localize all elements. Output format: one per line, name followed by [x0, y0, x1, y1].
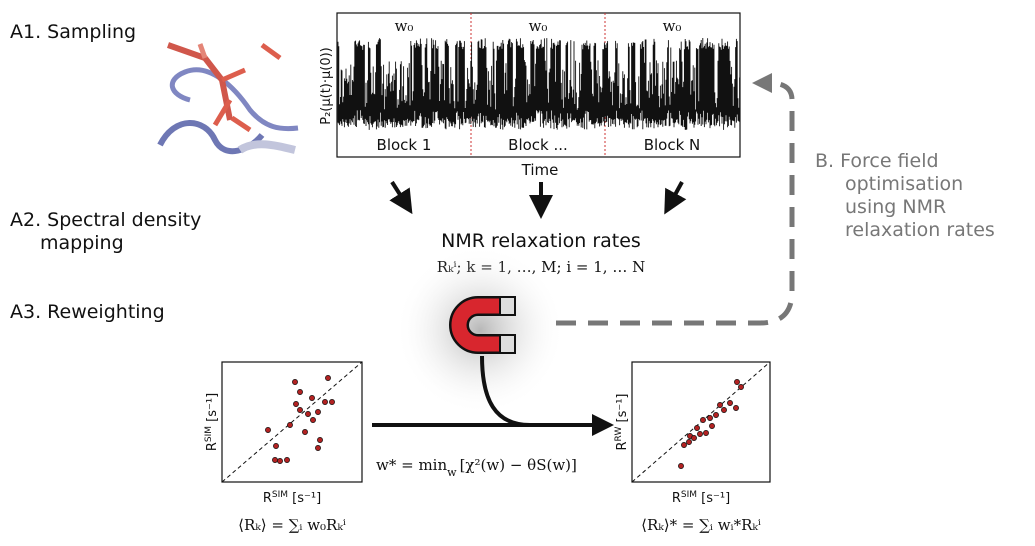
scatter-dot [315, 445, 321, 451]
scatter-dot [317, 437, 323, 443]
label-unit: [s⁻¹] [288, 491, 321, 506]
block-weight: w₀ [663, 17, 682, 35]
panel-label: A3. Reweighting [10, 301, 165, 323]
feedback-arrowhead [752, 73, 772, 93]
block-label: Block N [644, 136, 701, 154]
flow-arrows [389, 180, 687, 219]
scatter-dot [727, 400, 733, 406]
scatter-dot [329, 399, 335, 405]
y-axis-label: P₂(μ(t)·μ(0)) [319, 47, 334, 125]
average-formula: ⟨Rₖ⟩* = ∑ᵢ wᵢ*Rₖⁱ [641, 516, 761, 534]
scatter-dot [287, 422, 293, 428]
formula-sub: w [447, 466, 457, 479]
scatter-dot [700, 417, 706, 423]
scatter-dot [305, 411, 311, 417]
x-axis-label: RSIM [s⁻¹] [672, 490, 730, 506]
block-label: Block 1 [377, 136, 432, 154]
scatter-dot [293, 401, 299, 407]
label-sup: SIM [272, 490, 288, 500]
panel-label: mapping [40, 232, 124, 254]
scatter-dot [721, 407, 727, 413]
scatter-dot [717, 402, 723, 408]
scatter-dot [697, 431, 703, 437]
scatter-dot [315, 409, 321, 415]
panel-label: B. Force field [815, 150, 939, 172]
block-weight: w₀ [529, 17, 548, 35]
scatter-dot [694, 425, 700, 431]
scatter-after [631, 361, 771, 483]
x-axis-label: Time [521, 161, 559, 179]
label-symbol: R [615, 441, 630, 450]
scatter-dot [302, 429, 308, 435]
scatter-dot [691, 435, 697, 441]
reweight-arrow [372, 355, 614, 436]
trace-line [337, 38, 741, 130]
label-unit: [s⁻¹] [615, 394, 630, 427]
average-formula: ⟨Rₖ⟩ = ∑ᵢ w₀Rₖⁱ [238, 516, 346, 534]
scatter-dot [709, 423, 715, 429]
scatter-dot [322, 399, 328, 405]
scatter-dot [686, 439, 692, 445]
block-weight: w₀ [395, 17, 414, 35]
label-symbol: R [205, 442, 220, 451]
formula-part: [χ²(w) − θS(w)] [460, 456, 577, 474]
scatter-dot [738, 384, 744, 390]
scatter-dot [292, 379, 298, 385]
scatter-dot [277, 458, 283, 464]
panel-label: optimisation [845, 173, 963, 195]
scatter-dot [733, 405, 739, 411]
magnet-icon [449, 296, 516, 354]
scatter-dot [703, 430, 709, 436]
formula-part: w* = min [376, 456, 447, 474]
scatter-dot [310, 417, 316, 423]
scatter-dot [678, 463, 684, 469]
feedback-arrow [556, 80, 795, 326]
protein-image [157, 42, 299, 155]
scatter-before [221, 361, 363, 483]
label-symbol: R [672, 491, 681, 506]
panel-label: relaxation rates [845, 219, 995, 241]
optimisation-formula: w* = minw [χ²(w) − θS(w)] [376, 456, 577, 479]
trace-panel: w₀ w₀ w₀ Block 1 Block ... Block N Time … [319, 12, 741, 179]
scatter-dot [297, 389, 303, 395]
y-axis-label: RSIM [s⁻¹] [204, 393, 220, 451]
x-axis-label: RSIM [s⁻¹] [263, 490, 321, 506]
scatter-dot [272, 457, 278, 463]
panel-label: A1. Sampling [10, 21, 136, 43]
scatter-dot [284, 457, 290, 463]
label-sup: SIM [681, 490, 697, 500]
label-sup: SIM [204, 426, 214, 442]
scatter-dot [309, 395, 315, 401]
scatter-dot [265, 427, 271, 433]
label-unit: [s⁻¹] [697, 491, 730, 506]
label-unit: [s⁻¹] [205, 393, 220, 426]
y-axis-label: RRW [s⁻¹] [614, 394, 630, 451]
magnet-glow [395, 245, 565, 415]
block-label: Block ... [508, 136, 568, 154]
scatter-dot [325, 375, 331, 381]
scatter-dot [297, 407, 303, 413]
scatter-dot [707, 415, 713, 421]
scatter-dot [734, 379, 740, 385]
panel-label: using NMR [845, 196, 946, 218]
panel-label: A2. Spectral density [10, 209, 201, 231]
scatter-dot [713, 412, 719, 418]
label-sup: RW [614, 427, 624, 442]
label-symbol: R [263, 491, 272, 506]
scatter-dot [273, 443, 279, 449]
scatter-dot [681, 442, 687, 448]
